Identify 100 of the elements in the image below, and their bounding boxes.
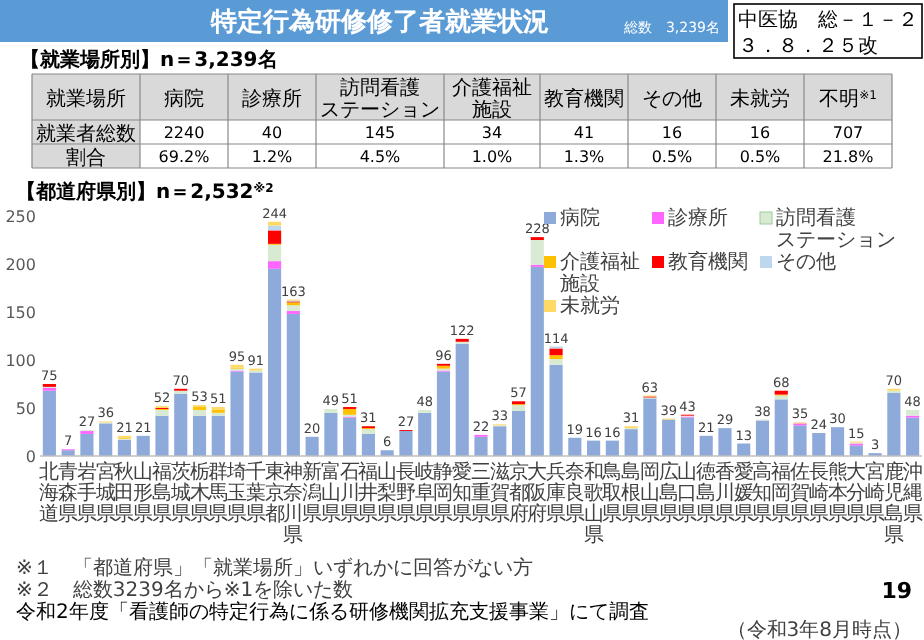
text: 就業者総数 [36, 122, 136, 146]
x-tick-label: 群馬県 [206, 460, 229, 526]
x-tick-label: 広島県 [658, 460, 679, 526]
bar [662, 419, 676, 456]
bar [155, 409, 169, 416]
x-tick-label: 滋賀県 [489, 460, 510, 526]
x-tick-label: 岡山県 [639, 462, 660, 526]
bar [268, 261, 282, 269]
data-label: 1.0% [471, 148, 514, 166]
bar [268, 230, 282, 244]
category-label: 訪問看護ステーション [320, 76, 440, 122]
legend-label: 教育機関 [668, 250, 748, 274]
bar [286, 305, 300, 312]
bar [755, 420, 770, 456]
category-label: 教育機関 [544, 87, 624, 111]
x-tick-label: 奈良県 [564, 462, 585, 526]
y-tick-label: 100 [5, 352, 36, 370]
bar [511, 405, 526, 411]
legend-label: 訪問看護ステーション [776, 206, 896, 252]
bar [399, 431, 413, 456]
text: （令和3年8月時点） [726, 618, 912, 640]
text: 19 [881, 578, 912, 604]
bar [474, 436, 488, 456]
data-label: 145 [364, 124, 396, 142]
text: 令和2年度「看護師の特定行為に係る研修機関拡充支援事業」にて調査 [16, 600, 649, 624]
text: 中医協 総－１－２ [738, 8, 918, 32]
bar [286, 313, 300, 456]
category-label: 介護福祉施設 [452, 76, 532, 122]
x-tick-label: 長野県 [395, 462, 416, 526]
x-tick-label: 兵庫県 [546, 460, 567, 526]
y-tick-label: 200 [5, 256, 36, 274]
x-tick-label: 岩手県 [76, 460, 97, 526]
x-tick-label: 和歌山県 [583, 460, 604, 547]
bar [249, 372, 263, 456]
data-label: 1.3% [563, 148, 606, 166]
x-tick-label: 三重県 [471, 462, 491, 526]
bar [812, 432, 826, 456]
bar [192, 415, 207, 456]
bar [830, 427, 845, 456]
x-tick-label: 徳島県 [696, 462, 717, 526]
x-tick-label: 京都府 [508, 460, 529, 526]
x-tick-label: 大分県 [846, 460, 867, 526]
category-label: その他 [642, 87, 702, 111]
category-label: 未就労 [730, 87, 790, 111]
bar [906, 417, 920, 456]
x-tick-label: 石川県 [339, 462, 360, 526]
text: 割合 [66, 146, 106, 170]
bar [849, 445, 863, 456]
x-tick-label: 佐賀県 [790, 462, 811, 526]
data-label: 16 [661, 124, 683, 142]
x-tick-label: 大阪府 [527, 460, 548, 526]
category-label: 診療所 [242, 87, 302, 111]
bar [174, 393, 188, 456]
x-tick-label: 福井県 [358, 460, 379, 526]
bar [305, 436, 319, 456]
x-tick-label: 熊本県 [827, 460, 848, 526]
legend-label: 病院 [560, 206, 600, 230]
bar [774, 399, 788, 456]
x-tick-label: 鹿児島県 [883, 460, 904, 547]
text: ３．８．２５改 [738, 36, 878, 58]
x-tick-label: 富山県 [320, 460, 341, 526]
legend-label: 介護福祉施設 [560, 250, 640, 296]
bar [455, 343, 469, 456]
x-tick-label: 山梨県 [377, 460, 398, 526]
bar [549, 348, 563, 356]
y-tick-label: 150 [5, 304, 36, 322]
legend-title: 就業場所 [46, 87, 126, 111]
bar [42, 390, 56, 456]
category-label: 不明$^{※1}$ [819, 88, 878, 111]
bar [549, 364, 563, 456]
bar [436, 371, 451, 456]
bar [643, 398, 657, 456]
bar [530, 240, 544, 265]
bar [361, 433, 375, 456]
x-tick-label: 栃木県 [189, 460, 210, 526]
text: ※１ 「都道府県」「就業場所」いずれかに回答がない方 [16, 556, 533, 580]
bar [793, 425, 807, 456]
data-label: 707 [832, 124, 864, 142]
x-tick-label: 島根県 [621, 460, 642, 526]
bar [418, 412, 432, 456]
bar [680, 417, 694, 456]
bar [718, 428, 732, 456]
x-tick-label: 高知県 [752, 460, 773, 526]
bar [605, 440, 619, 456]
x-tick-label: 宮崎県 [865, 460, 886, 526]
data-label: 21.8% [822, 148, 875, 166]
x-tick-label: 鳥取県 [600, 460, 623, 526]
bar [624, 429, 638, 456]
bar [568, 437, 582, 456]
bar [549, 359, 563, 365]
bar [343, 417, 357, 456]
bar [136, 435, 150, 456]
legend-label: 未就労 [560, 294, 620, 318]
data-label: 41 [573, 124, 595, 142]
data-label: 16 [749, 124, 771, 142]
x-tick-label: 岐阜県 [414, 460, 435, 526]
bar [699, 435, 713, 456]
text: 特定行為研修修了者就業状況 [209, 6, 549, 38]
bar [906, 409, 920, 416]
data-label: 34 [481, 124, 503, 142]
